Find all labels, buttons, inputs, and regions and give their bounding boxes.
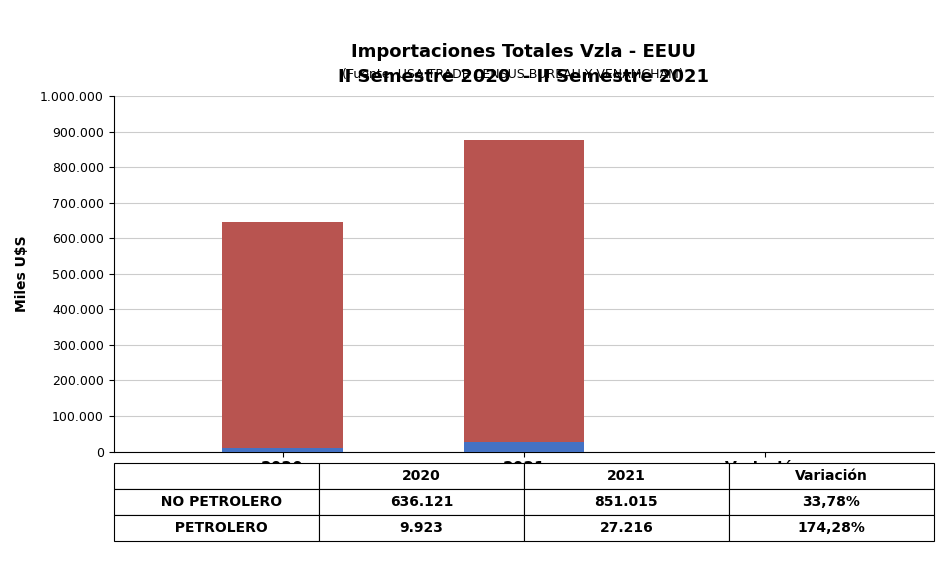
Bar — [463, 140, 585, 442]
Bar — [222, 448, 343, 452]
Text: (Fuente: USA TRADE CENSUS BUREAU Y VENAMCHAM): (Fuente: USA TRADE CENSUS BUREAU Y VENAM… — [342, 68, 683, 81]
Bar — [222, 222, 343, 448]
Y-axis label: Miles U$S: Miles U$S — [15, 236, 29, 312]
Bar — [463, 442, 585, 452]
Title: Importaciones Totales Vzla - EEUU
II Semestre 2020  - II Semestre 2021: Importaciones Totales Vzla - EEUU II Sem… — [339, 43, 709, 86]
